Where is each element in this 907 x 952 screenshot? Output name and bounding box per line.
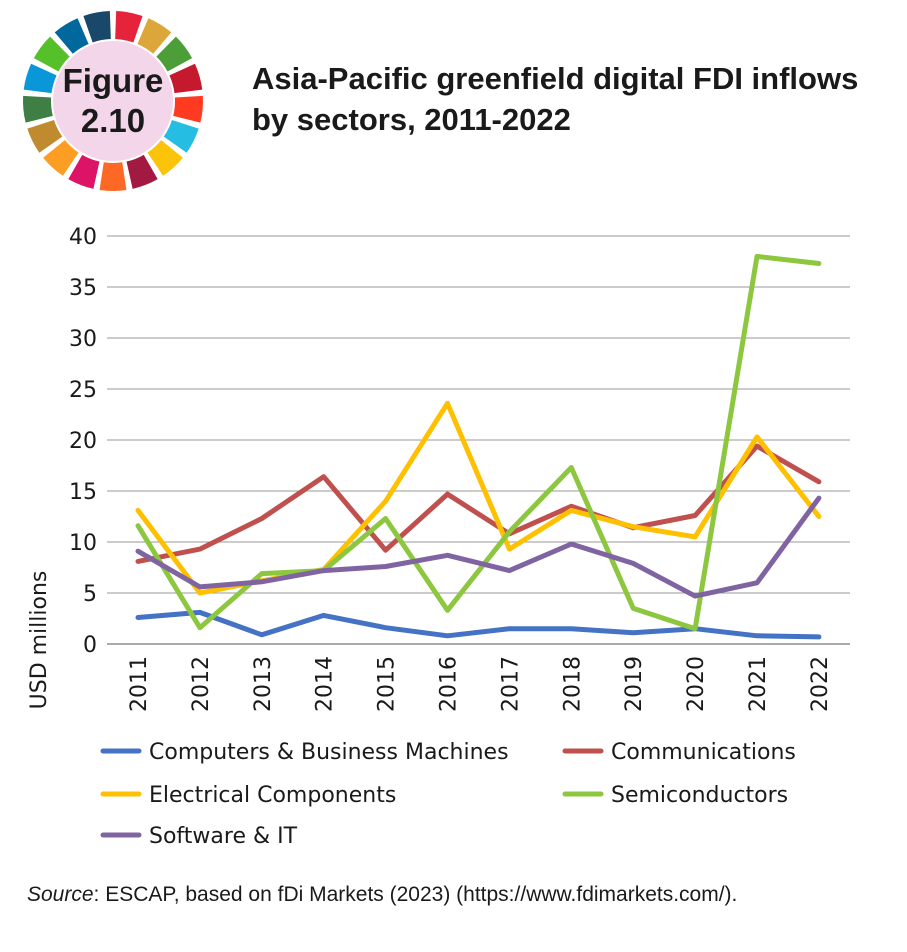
x-axis-ticks: 2011 2012 2013 2014 2015 2016 2017 2018 2019 2020… (127, 656, 833, 712)
figure-label: Figure (62, 62, 164, 99)
x-tick-label: 2015 (375, 656, 400, 712)
badge-segment (68, 154, 100, 189)
badge-segment (147, 140, 183, 176)
legend-label: Software & IT (149, 824, 298, 849)
badge-segment (33, 36, 70, 72)
x-tick-label: 2019 (622, 656, 647, 712)
y-tick-label: 20 (69, 429, 97, 454)
source-text: : ESCAP, based on fDi Markets (2023) (ht… (93, 883, 738, 906)
badge-segment (173, 95, 203, 123)
legend-label: Computers & Business Machines (149, 740, 509, 765)
x-tick-label: 2016 (437, 656, 462, 712)
badge-segment (27, 120, 63, 153)
series-lines (135, 253, 822, 640)
x-tick-label: 2013 (251, 656, 276, 712)
legend-label: Communications (611, 740, 796, 765)
gridlines (107, 235, 850, 645)
y-tick-label: 30 (69, 327, 97, 352)
x-tick-label: 2012 (189, 656, 214, 712)
badge-segment (54, 18, 89, 54)
badge-segment (43, 140, 79, 176)
badge-segment (137, 18, 172, 54)
source-note: Source: ESCAP, based on fDi Markets (202… (27, 879, 867, 911)
series-line (135, 443, 822, 564)
series-line (135, 609, 822, 640)
legend-label: Semiconductors (611, 783, 788, 808)
figure-badge: Figure 2.10 (20, 8, 206, 194)
chart-title: Asia-Pacific greenfield digital FDI infl… (252, 61, 859, 137)
legend: Computers & Business Machines Communicati… (100, 740, 796, 849)
x-tick-label: 2011 (127, 656, 152, 712)
badge-segment (169, 63, 203, 94)
x-tick-label: 2020 (684, 656, 709, 712)
source-label: Source (27, 883, 94, 906)
badge-segment (163, 120, 199, 153)
y-tick-label: 35 (69, 276, 97, 301)
badge-segment (156, 36, 193, 72)
badge-segment (115, 11, 143, 43)
legend-label: Electrical Components (149, 783, 396, 808)
series-line (135, 253, 822, 632)
badge-segment (83, 11, 111, 43)
y-tick-label: 0 (83, 633, 97, 658)
x-tick-label: 2014 (313, 656, 338, 712)
y-tick-label: 25 (69, 378, 97, 403)
badge-segment (99, 162, 127, 191)
x-tick-label: 2022 (808, 656, 833, 712)
figure-badge-ring (23, 11, 203, 191)
y-tick-label: 5 (83, 582, 97, 607)
y-tick-label: 15 (69, 480, 97, 505)
badge-segment (126, 154, 158, 189)
badge-segment (23, 63, 57, 94)
badge-center (53, 41, 173, 161)
y-tick-label: 10 (69, 531, 97, 556)
y-axis-ticks: 0 5 10 15 20 25 30 35 40 (69, 225, 97, 658)
figure-number: 2.10 (80, 102, 146, 139)
series-line (135, 495, 822, 599)
badge-segment (23, 95, 53, 123)
x-tick-label: 2018 (560, 656, 585, 712)
x-tick-label: 2021 (746, 656, 771, 712)
x-tick-label: 2017 (498, 656, 523, 712)
y-axis-label: USD millions (27, 571, 52, 710)
y-tick-label: 40 (69, 225, 97, 250)
